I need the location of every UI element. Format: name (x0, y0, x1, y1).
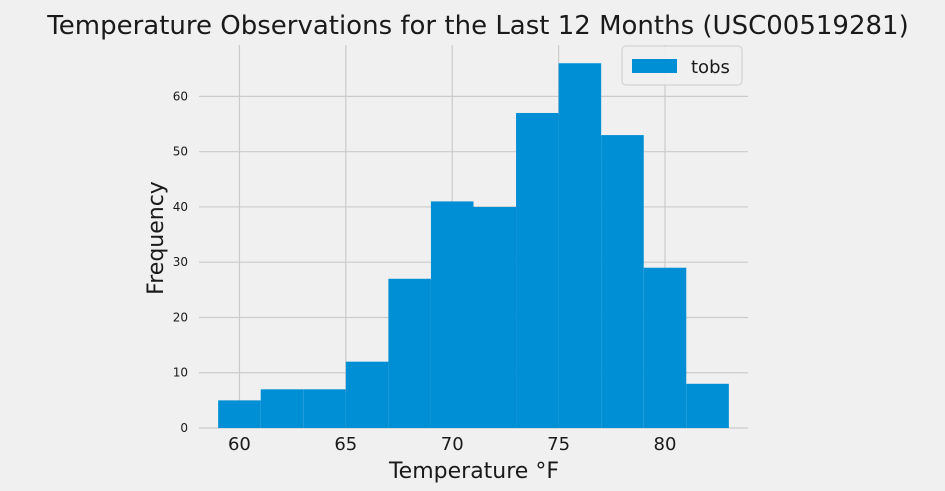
y-tick-label: 50 (173, 145, 188, 159)
y-tick-label: 30 (173, 255, 188, 269)
histogram-bar (388, 278, 431, 428)
legend-swatch (632, 59, 677, 73)
x-tick-label: 80 (654, 434, 677, 455)
histogram-bar (218, 400, 261, 428)
x-tick-label: 65 (334, 434, 357, 455)
histogram-bar (430, 201, 474, 428)
legend-label: tobs (691, 57, 730, 78)
histogram-bar (345, 361, 389, 428)
y-tick-label: 0 (180, 421, 188, 435)
histogram-bar (601, 135, 644, 428)
histogram-bar (516, 112, 559, 428)
chart-title: Temperature Observations for the Last 12… (46, 11, 908, 41)
y-tick-label: 10 (173, 366, 188, 380)
histogram-bar (643, 267, 687, 428)
histogram-bar (303, 389, 346, 428)
x-tick-label: 70 (441, 434, 464, 455)
x-tick-label: 75 (547, 434, 570, 455)
legend: tobs (621, 45, 743, 86)
y-tick-label: 40 (173, 200, 188, 214)
histogram-bar (686, 383, 729, 428)
x-tick-label: 60 (228, 434, 251, 455)
y-tick-label: 60 (173, 89, 188, 103)
histogram-bar (260, 389, 304, 428)
y-axis-label: Frequency (144, 181, 169, 295)
histogram-bar (473, 206, 517, 428)
ticks-layer: 60 65 70 75 80 0 10 20 30 40 50 60 (173, 89, 677, 455)
y-tick-label: 20 (173, 310, 188, 324)
bars-layer (218, 63, 729, 428)
histogram-bar (558, 63, 602, 428)
legend-box (621, 45, 743, 86)
x-axis-label: Temperature °F (388, 459, 559, 484)
